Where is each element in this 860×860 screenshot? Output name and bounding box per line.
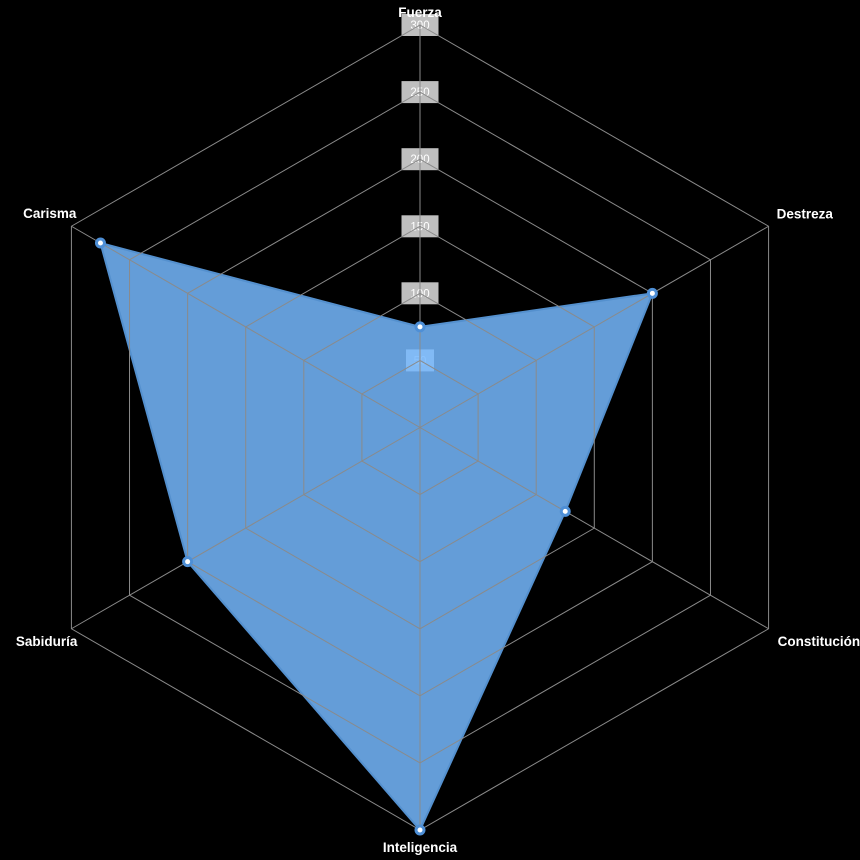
data-point-fuerza — [414, 321, 426, 333]
axis-label-fuerza: Fuerza — [398, 5, 442, 20]
data-point-carisma — [94, 237, 106, 249]
axis-label-destreza: Destreza — [777, 206, 834, 221]
data-point-constitucion — [559, 505, 571, 517]
grid — [70, 24, 770, 831]
data-point-sabiduria — [182, 556, 194, 568]
axis-spoke-sabiduria — [71, 427, 421, 630]
axis-spoke-destreza — [419, 225, 769, 428]
axis-label-inteligencia: Inteligencia — [383, 840, 458, 855]
data-point-destreza — [646, 287, 658, 299]
axis-label-constitucion: Constitución — [778, 634, 860, 649]
data-point-inteligencia — [414, 824, 426, 836]
axis-spoke-carisma — [71, 225, 421, 428]
axis-label-sabiduria: Sabiduría — [16, 634, 78, 649]
axis-label-carisma: Carisma — [23, 206, 77, 221]
axis-spoke-constitucion — [419, 427, 769, 630]
